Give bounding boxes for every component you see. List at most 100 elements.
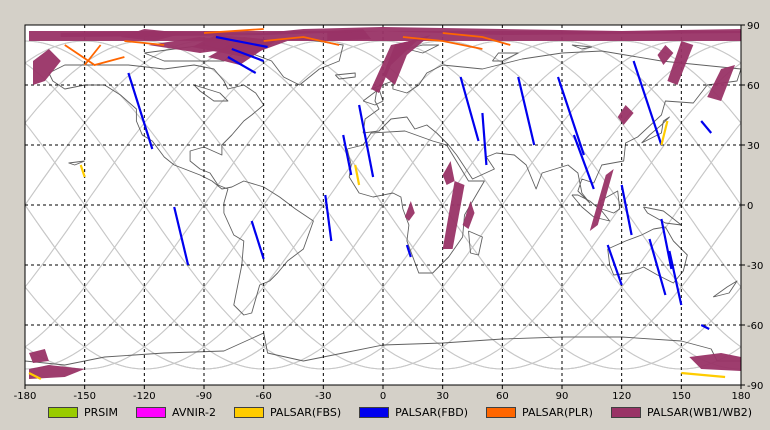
map-grid: [25, 25, 741, 385]
coastline: [712, 280, 738, 298]
coastline: [571, 194, 611, 222]
coastline: [334, 72, 356, 80]
fbd-track: [572, 134, 595, 190]
wb-swath: [589, 169, 614, 231]
y-tick-label: -90: [747, 381, 763, 392]
legend-swatch: [359, 406, 390, 418]
fbd-track: [324, 194, 333, 242]
coastline: [641, 116, 670, 144]
fbd-track: [342, 134, 353, 176]
wb-swath: [667, 41, 694, 85]
x-tick-label: -60: [255, 391, 271, 402]
fbd-track: [700, 120, 713, 134]
y-tick-label: 60: [747, 81, 760, 92]
coverage-map: -180 -150 -120 -90 -60 -30 0 30 60 90 120 150 180 90…: [14, 21, 764, 402]
legend-swatch: [136, 406, 166, 418]
fbs-track: [28, 372, 42, 380]
fbd-track: [648, 238, 667, 296]
fbd-track: [227, 56, 257, 74]
latitude-ticks: 90 60 30 0 -30 -60 -90: [741, 21, 763, 392]
fbs-track: [660, 120, 669, 146]
fbd-track: [405, 244, 412, 258]
x-tick-label: 90: [556, 391, 569, 402]
plr-track: [83, 44, 102, 66]
coastline: [68, 160, 85, 166]
fbd-track: [358, 104, 375, 178]
coastline: [362, 50, 742, 204]
fbd-track: [517, 76, 536, 146]
wb-swath: [689, 353, 741, 371]
plr-track: [263, 36, 340, 46]
coastline: [406, 44, 440, 54]
coverage-swaths: [28, 27, 742, 380]
fbs-track: [681, 371, 726, 379]
wb-swath: [442, 161, 455, 185]
x-tick-label: -90: [196, 391, 212, 402]
legend-label: PALSAR(PLR): [522, 405, 593, 419]
fbd-track: [250, 220, 265, 260]
wb-swath: [442, 181, 465, 249]
coastline: [643, 206, 682, 226]
legend-label: PRSIM: [84, 405, 118, 419]
coastline: [362, 88, 384, 106]
legend-item: PALSAR(FBS): [233, 405, 342, 419]
fbd-track: [700, 324, 710, 330]
y-tick-label: 0: [747, 201, 753, 212]
wb-swath: [371, 39, 419, 93]
longitude-ticks: -180 -150 -120 -90 -60 -30 0 30 60 90 120 150 180: [14, 385, 751, 402]
wb-swath: [462, 201, 475, 229]
x-tick-label: 30: [436, 391, 449, 402]
wb-swath: [33, 49, 61, 85]
fbd-track: [632, 60, 663, 146]
x-tick-label: -150: [73, 391, 96, 402]
coastline: [193, 84, 229, 102]
legend-item: PALSAR(WB1/WB2): [610, 406, 752, 419]
legend-label: AVNIR-2: [172, 405, 216, 419]
y-tick-label: -30: [747, 261, 763, 272]
fbd-track: [215, 35, 268, 49]
fbd-track: [668, 250, 683, 306]
legend-item: PALSAR(FBD): [359, 406, 468, 419]
legend-label: PALSAR(FBS): [269, 405, 342, 419]
x-tick-label: 180: [731, 391, 750, 402]
coastline: [492, 52, 519, 62]
wb-swath: [707, 65, 735, 101]
wb-swath: [404, 201, 415, 221]
wb-swath: [29, 349, 49, 363]
coastline: [48, 64, 314, 316]
legend-swatch: [233, 406, 264, 418]
x-tick-label: -180: [14, 391, 37, 402]
wb-swath: [29, 365, 85, 379]
plr-track: [203, 28, 264, 34]
x-tick-label: 120: [612, 391, 631, 402]
x-tick-label: -120: [133, 391, 156, 402]
legend-item: PALSAR(PLR): [486, 406, 593, 419]
fbd-track: [459, 76, 480, 142]
fbd-track: [127, 72, 154, 150]
plr-track: [124, 40, 165, 46]
coastline: [571, 44, 593, 50]
x-tick-label: 60: [496, 391, 509, 402]
fbd-track: [660, 218, 673, 270]
legend: PRSIM AVNIR-2 PALSAR(FBS) PALSAR(FBD) PALSAR…: [48, 404, 770, 420]
legend-label: PALSAR(FBD): [395, 405, 469, 419]
wb-swath: [617, 105, 634, 125]
coastline: [468, 230, 483, 256]
wb-swath: [208, 37, 276, 65]
fbd-track: [173, 206, 190, 266]
legend-swatch: [610, 406, 641, 418]
plr-track: [402, 36, 483, 50]
fbd-track: [556, 76, 585, 156]
fbd-track: [481, 112, 488, 166]
y-tick-label: 90: [747, 21, 760, 32]
coastline: [24, 332, 741, 366]
plr-track: [64, 44, 125, 66]
plr-track: [442, 32, 511, 46]
x-tick-label: 0: [380, 391, 386, 402]
legend-item: PRSIM: [48, 406, 118, 419]
wb-swath: [657, 45, 674, 65]
wb-swath: [60, 27, 742, 37]
x-tick-label: 150: [672, 391, 691, 402]
fbd-track: [231, 47, 265, 63]
legend-item: AVNIR-2: [136, 406, 216, 419]
